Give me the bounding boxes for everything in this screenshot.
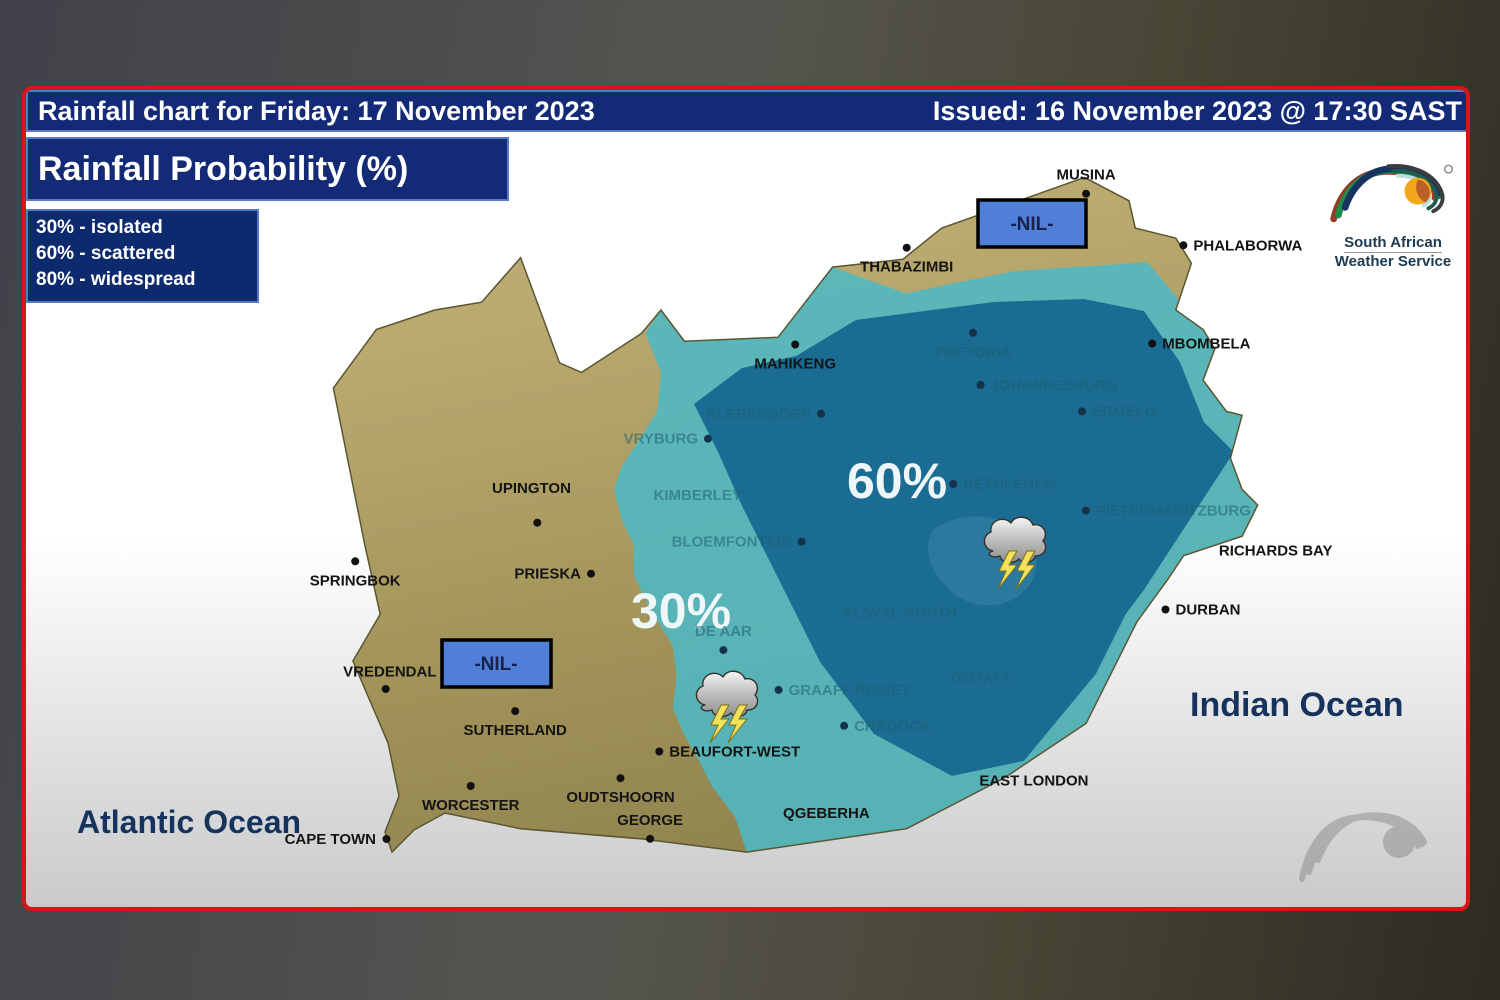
- svg-text:CAPE TOWN: CAPE TOWN: [285, 831, 376, 848]
- svg-text:RICHARDS BAY: RICHARDS BAY: [1219, 542, 1333, 559]
- svg-text:PRETORIA: PRETORIA: [934, 344, 1011, 361]
- svg-text:SUTHERLAND: SUTHERLAND: [464, 722, 567, 739]
- svg-text:BEAUFORT-WEST: BEAUFORT-WEST: [669, 744, 800, 761]
- svg-text:Atlantic Ocean: Atlantic Ocean: [77, 804, 301, 840]
- svg-text:WORCESTER: WORCESTER: [422, 797, 520, 814]
- svg-text:THABAZIMBI: THABAZIMBI: [860, 259, 953, 276]
- svg-text:GEORGE: GEORGE: [617, 812, 683, 829]
- svg-text:ALIWAL NORTH: ALIWAL NORTH: [842, 605, 957, 622]
- svg-text:KLERKSDORP: KLERKSDORP: [706, 406, 811, 423]
- svg-text:OUDTSHOORN: OUDTSHOORN: [566, 789, 674, 806]
- svg-text:MAHIKENG: MAHIKENG: [754, 356, 836, 373]
- svg-text:KIMBERLEY: KIMBERLEY: [654, 487, 742, 504]
- svg-text:GRAAFF REINET: GRAAFF REINET: [789, 682, 911, 699]
- svg-text:DURBAN: DURBAN: [1176, 602, 1241, 619]
- svg-text:60%: 60%: [847, 453, 947, 509]
- svg-text:PIETERMARITZBURG: PIETERMARITZBURG: [1096, 503, 1251, 520]
- svg-text:VRYBURG: VRYBURG: [624, 431, 698, 448]
- svg-text:-NIL-: -NIL-: [474, 654, 517, 675]
- svg-text:SPRINGBOK: SPRINGBOK: [310, 572, 401, 589]
- svg-text:UPINGTON: UPINGTON: [492, 480, 571, 497]
- svg-text:VREDENDAL: VREDENDAL: [343, 663, 436, 680]
- svg-text:JOHANNESBURG: JOHANNESBURG: [991, 377, 1119, 394]
- svg-text:Indian Ocean: Indian Ocean: [1190, 686, 1404, 724]
- svg-text:BETHLEHEM: BETHLEHEM: [963, 476, 1056, 493]
- svg-text:ERMELO: ERMELO: [1092, 403, 1157, 420]
- svg-text:MBOMBELA: MBOMBELA: [1162, 336, 1250, 353]
- svg-text:MUSINA: MUSINA: [1057, 167, 1116, 184]
- svg-text:-NIL-: -NIL-: [1010, 214, 1053, 235]
- svg-text:DE AAR: DE AAR: [695, 623, 752, 640]
- svg-text:QGEBERHA: QGEBERHA: [783, 805, 870, 822]
- svg-text:OMTATA: OMTATA: [950, 669, 1011, 686]
- svg-text:CRADOCK: CRADOCK: [854, 718, 931, 735]
- svg-text:PHALABORWA: PHALABORWA: [1193, 237, 1302, 254]
- svg-text:PRIESKA: PRIESKA: [514, 566, 581, 583]
- svg-text:BLOEMFONTEIN: BLOEMFONTEIN: [672, 534, 792, 551]
- svg-text:EAST LONDON: EAST LONDON: [979, 772, 1088, 789]
